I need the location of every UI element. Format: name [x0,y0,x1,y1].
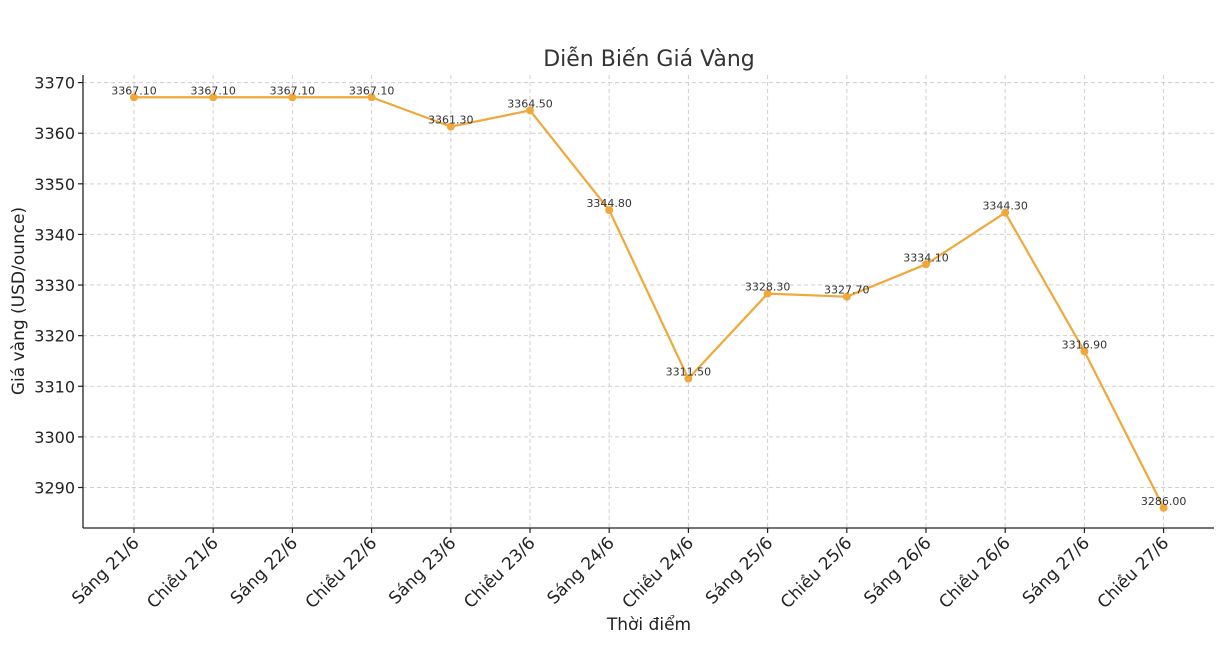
data-label: 3334.10 [903,251,949,264]
data-label: 3367.10 [111,84,157,97]
data-label: 3328.30 [745,281,791,294]
x-tick-label: Sáng 25/6 [702,533,777,608]
data-label: 3367.10 [270,84,316,97]
series-layer [130,93,1168,512]
x-tick-label: Sáng 24/6 [544,533,619,608]
y-tick-label: 3320 [34,327,75,346]
grid-layer [83,75,1214,528]
data-label: 3361.30 [428,114,474,127]
axis-layer: 3290 3300 3310 3320 3330 3340 3350 3360 3370 Sáng… [34,74,1214,613]
x-tick-label: Sáng 21/6 [68,533,143,608]
x-tick-label: Chiều 27/6 [1093,533,1173,613]
data-point [367,93,376,102]
chart-title: Diễn Biến Giá Vàng [543,46,755,72]
data-point [842,292,851,301]
data-label: 3367.10 [349,84,395,97]
x-tick-label: Sáng 22/6 [227,533,302,608]
data-label: 3316.90 [1062,338,1108,351]
label-layer: 3367.10 3367.10 3367.10 3367.10 3361.30 3364.… [111,84,1186,507]
x-tick-label: Sáng 26/6 [860,533,935,608]
data-point [446,122,455,131]
data-point [288,93,297,102]
data-point [1159,503,1168,512]
x-tick-label: Chiều 24/6 [618,533,698,613]
x-tick-label: Chiều 23/6 [459,533,539,613]
data-point [526,106,534,115]
y-tick-label: 3370 [34,74,75,93]
x-tick-label: Sáng 27/6 [1019,533,1094,608]
data-label: 3364.50 [507,97,553,110]
y-tick-label: 3290 [34,479,75,498]
data-point [209,93,218,102]
data-label: 3327.70 [824,284,870,297]
x-tick-label: Chiều 21/6 [143,533,223,613]
x-tick-label: Sáng 23/6 [385,533,460,608]
y-tick-label: 3310 [34,377,75,396]
data-label: 3367.10 [190,84,236,97]
data-label: 3344.80 [586,197,632,210]
x-tick-label: Chiều 22/6 [301,533,381,613]
x-tick-label: Chiều 25/6 [776,533,856,613]
data-label: 3286.00 [1141,495,1187,508]
data-point [684,374,693,383]
data-point [605,206,614,215]
y-axis-label: Giá vàng (USD/ounce) [9,207,29,395]
data-point [1001,208,1010,217]
data-label: 3311.50 [666,366,712,379]
y-tick-label: 3340 [34,225,75,244]
x-axis-label: Thời điểm [606,614,691,635]
series-line [134,96,1165,509]
y-tick-label: 3350 [34,175,75,194]
data-point [763,289,772,298]
data-label: 3344.30 [982,200,1028,213]
y-tick-label: 3360 [34,124,75,143]
y-tick-label: 3300 [34,428,75,447]
y-tick-label: 3330 [34,276,75,295]
data-point [130,93,138,102]
data-point [922,260,930,269]
x-tick-label: Chiều 26/6 [935,533,1015,613]
data-point [1080,347,1089,356]
